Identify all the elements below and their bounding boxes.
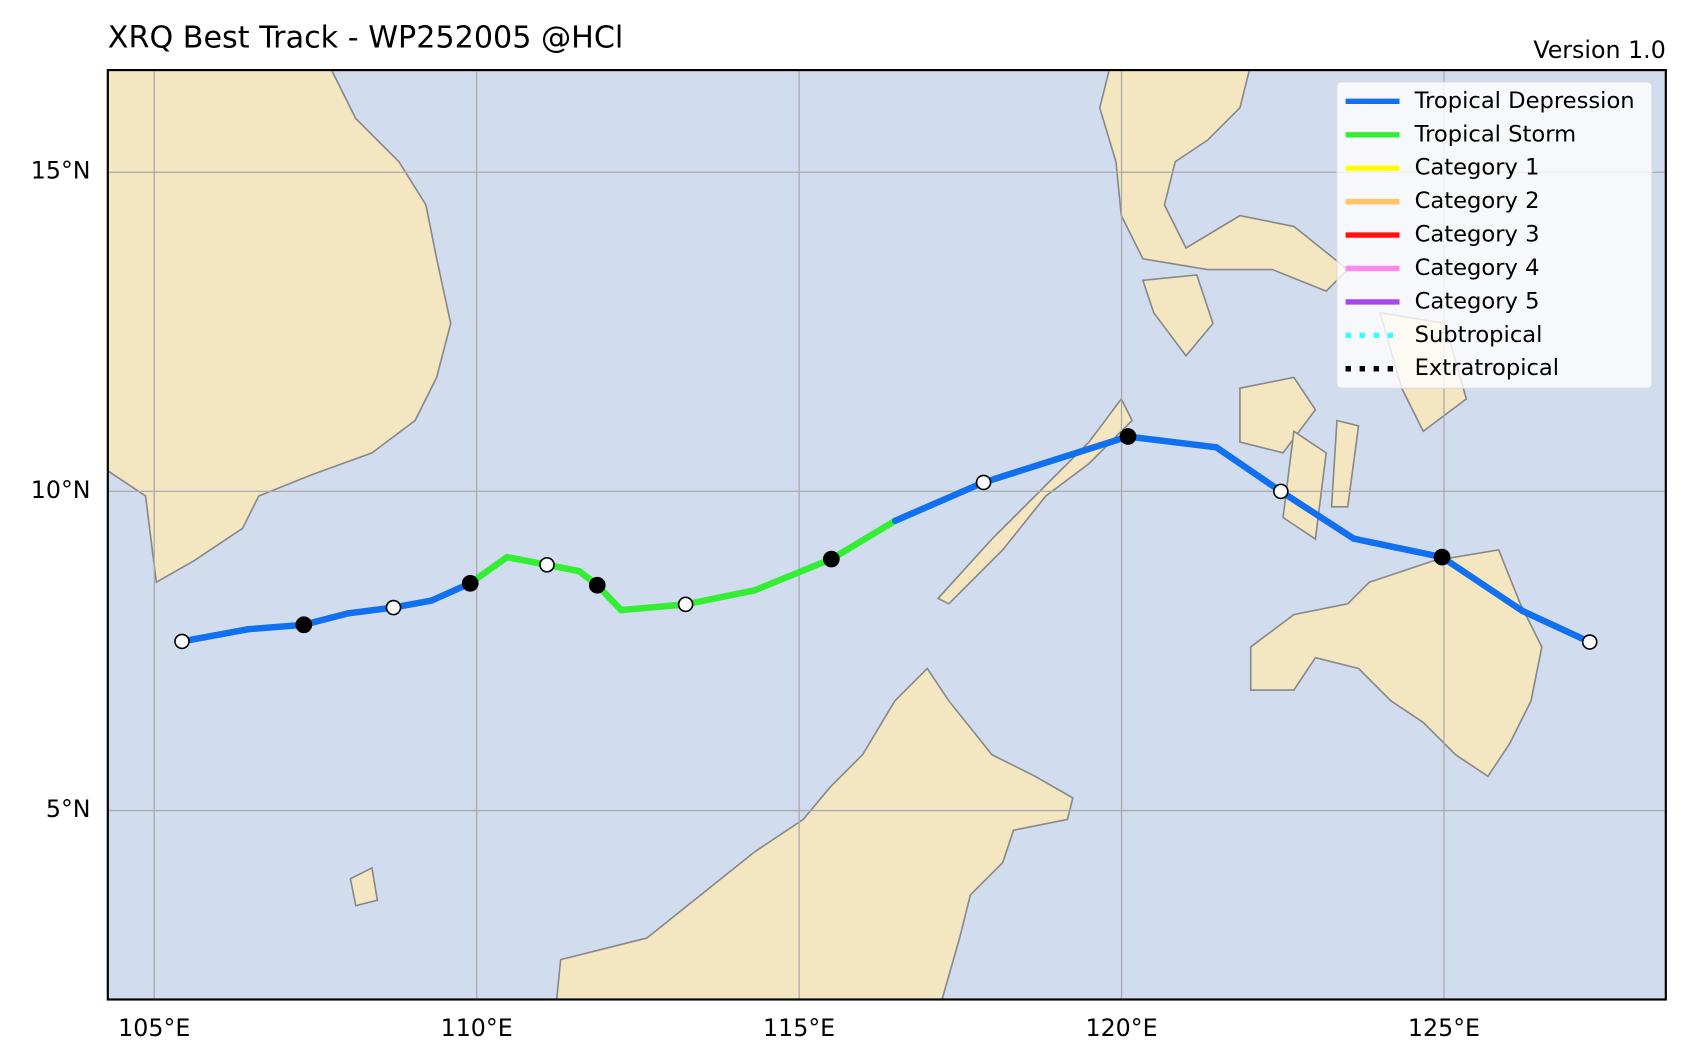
- track-segment: [178, 626, 251, 645]
- track-segment: [1350, 535, 1446, 561]
- lat-tick-label: 5°N: [46, 795, 91, 823]
- lon-tick-label: 105°E: [118, 1014, 190, 1042]
- track-segment: [828, 517, 899, 563]
- track-point: [461, 574, 479, 592]
- track-point: [295, 616, 313, 634]
- lat-tick-label: 15°N: [31, 157, 91, 185]
- legend-box: [1336, 81, 1653, 389]
- version: Version 1.0: [1533, 36, 1665, 64]
- track-point: [174, 633, 190, 650]
- track-point: [385, 599, 402, 616]
- legend-label: Extratropical: [1415, 355, 1559, 381]
- track-segment: [682, 587, 758, 608]
- track-point: [975, 474, 992, 491]
- legend-label: Category 2: [1415, 188, 1540, 214]
- legend-label: Subtropical: [1415, 322, 1543, 348]
- track-segment: [1277, 488, 1357, 542]
- lon-tick-label: 115°E: [763, 1014, 835, 1042]
- track-point: [1581, 634, 1598, 650]
- track-segment: [1213, 444, 1285, 495]
- lon-tick-label: 120°E: [1085, 1014, 1157, 1042]
- track-point: [539, 556, 555, 573]
- track-segment: [617, 601, 689, 614]
- lon-tick-label: 110°E: [441, 1014, 513, 1042]
- track-segment: [891, 479, 987, 524]
- legend-label: Category 3: [1415, 222, 1540, 248]
- track-point: [677, 596, 694, 613]
- track-point: [1119, 428, 1137, 445]
- track-segment: [244, 621, 308, 633]
- track-point: [823, 550, 840, 568]
- legend-label: Category 1: [1415, 155, 1540, 181]
- legend-label: Category 5: [1415, 288, 1540, 314]
- legend-label: Tropical Depression: [1414, 88, 1635, 114]
- track-point: [1273, 483, 1289, 500]
- map-frame: [106, 69, 1667, 1001]
- track-segment: [980, 433, 1132, 486]
- legend-label: Tropical Storm: [1414, 121, 1577, 147]
- track-segment: [1438, 553, 1526, 614]
- track-segment: [1124, 433, 1220, 451]
- lon-tick-label: 125°E: [1408, 1014, 1480, 1042]
- track-point: [588, 576, 606, 594]
- track-segment: [751, 555, 835, 594]
- title: XRQ Best Track - WP252005 @HCl: [108, 20, 624, 55]
- track-segment: [1518, 607, 1593, 646]
- lat-tick-label: 10°N: [31, 476, 91, 504]
- track-point: [1433, 548, 1451, 566]
- legend-label: Category 4: [1415, 255, 1540, 281]
